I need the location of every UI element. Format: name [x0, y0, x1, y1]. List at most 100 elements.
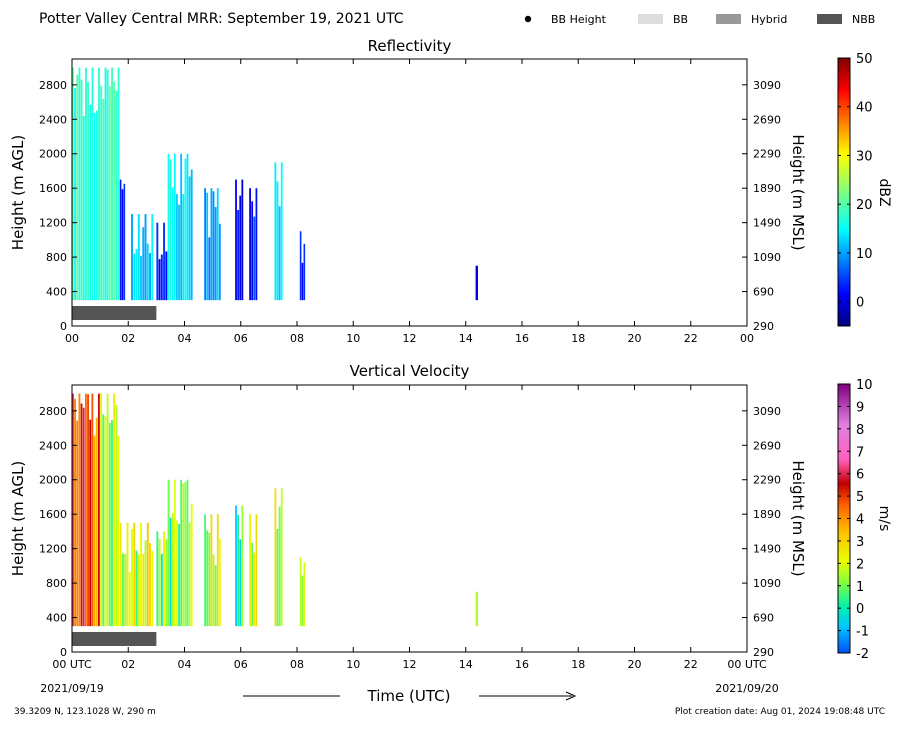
echo-streak: [100, 85, 103, 301]
echo-streak: [95, 417, 98, 627]
echo-streak: [169, 159, 172, 301]
x-tick-label: 18: [571, 332, 585, 345]
echo-streak: [142, 553, 145, 627]
legend-label: NBB: [852, 13, 875, 26]
echo-streak: [102, 98, 105, 301]
echo-field: [72, 393, 478, 627]
echo-streak: [210, 514, 213, 627]
x-tick-label: 22: [684, 332, 698, 345]
echo-streak: [135, 550, 138, 627]
echo-streak: [156, 531, 159, 627]
echo-streak: [165, 251, 168, 301]
echo-streak: [82, 115, 85, 301]
echo-streak: [180, 153, 183, 301]
echo-streak: [171, 513, 174, 627]
echo-streak: [204, 514, 206, 627]
echo-streak: [212, 191, 215, 301]
x-tick-label: 20: [628, 332, 642, 345]
legend-label: BB: [673, 13, 688, 26]
echo-streak: [276, 528, 279, 627]
echo-streak: [104, 67, 107, 301]
x-tick-label: 06: [234, 658, 248, 671]
colorbar-tick-label: 4: [856, 513, 864, 528]
echo-streak: [113, 81, 116, 301]
echo-streak: [167, 153, 170, 301]
echo-streak: [98, 67, 100, 301]
y-right-tick-label: 2290: [753, 148, 781, 161]
echo-streak: [131, 529, 133, 627]
y-right-tick-label: 290: [753, 320, 774, 333]
x-tick-label: 04: [178, 332, 192, 345]
y-right-tick-label: 3090: [753, 79, 781, 92]
panel-title: Reflectivity: [368, 37, 452, 55]
x-tick-label: 10: [346, 658, 360, 671]
echo-streak: [180, 479, 183, 627]
x-tick-label: 20: [628, 658, 642, 671]
echo-streak: [190, 169, 193, 301]
echo-streak: [182, 483, 185, 627]
x-tick-label: 12: [403, 332, 417, 345]
echo-streak: [151, 550, 154, 627]
y-tick-label: 2400: [39, 439, 67, 452]
echo-streak: [133, 522, 136, 627]
echo-streak: [280, 488, 283, 627]
echo-streak: [146, 243, 149, 301]
colorbar-tick-label: 8: [856, 423, 864, 438]
echo-streak: [84, 393, 87, 627]
y-tick-label: 800: [46, 577, 67, 590]
echo-streak: [212, 554, 215, 627]
echo-streak: [218, 223, 221, 301]
echo-streak: [74, 398, 76, 627]
y-tick-label: 800: [46, 251, 67, 264]
legend-label: Hybrid: [751, 13, 787, 26]
echo-streak: [176, 520, 178, 627]
echo-streak: [89, 419, 92, 627]
start-date-label: 2021/09/19: [40, 682, 103, 695]
echo-streak: [104, 416, 107, 627]
echo-streak: [72, 393, 74, 627]
echo-streak: [135, 248, 138, 301]
echo-streak: [251, 542, 254, 627]
echo-streak: [133, 253, 136, 301]
x-tick-label: 08: [290, 658, 304, 671]
x-tick-label: 14: [459, 332, 473, 345]
echo-streak: [239, 539, 242, 627]
echo-streak: [239, 195, 242, 301]
echo-streak: [108, 423, 111, 627]
time-arrow-head: [565, 691, 577, 701]
colorbar-tick-label: 50: [856, 52, 873, 67]
echo-streak: [142, 227, 145, 301]
colorbar-tick-label: 7: [856, 445, 864, 460]
echo-streak: [241, 179, 244, 301]
x-tick-label: 18: [571, 658, 585, 671]
colorbar-tick-label: -2: [856, 647, 869, 662]
echo-streak: [475, 265, 478, 301]
classification-legend: BB Height BB Hybrid NBB: [524, 13, 875, 26]
echo-streak: [186, 479, 189, 627]
echo-streak: [126, 522, 129, 627]
echo-streak: [169, 517, 172, 627]
echo-streak: [303, 562, 306, 627]
colorbar-tick-label: 9: [856, 400, 864, 415]
echo-streak: [303, 243, 306, 301]
x-tick-label: 16: [515, 658, 529, 671]
x-tick-label: 14: [459, 658, 473, 671]
x-tick-label: 04: [178, 658, 192, 671]
echo-streak: [216, 188, 219, 301]
echo-streak: [122, 553, 124, 627]
echo-streak: [87, 394, 89, 627]
echo-streak: [85, 67, 87, 301]
echo-streak: [115, 404, 118, 627]
echo-streak: [249, 188, 251, 301]
echo-streak: [299, 557, 302, 627]
x-tick-label: 02: [121, 332, 135, 345]
colorbar-label: m/s: [876, 506, 892, 532]
y-tick-label: 2000: [39, 474, 67, 487]
y-tick-label: 2000: [39, 148, 67, 161]
colorbar-tick-label: 2: [856, 557, 864, 572]
y-tick-label: 0: [60, 320, 67, 333]
y-tick-label: 1600: [39, 182, 67, 195]
colorbar-label: dBZ: [876, 178, 892, 206]
echo-streak: [251, 201, 254, 301]
